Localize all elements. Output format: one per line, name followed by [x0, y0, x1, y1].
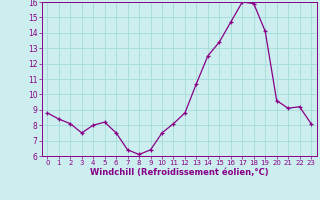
X-axis label: Windchill (Refroidissement éolien,°C): Windchill (Refroidissement éolien,°C) [90, 168, 268, 177]
